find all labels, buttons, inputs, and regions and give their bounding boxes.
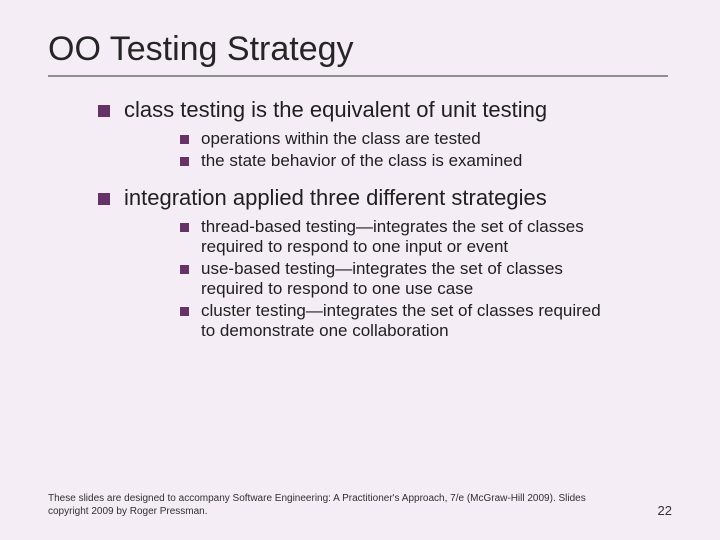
title-underline [48,75,668,77]
bullet-level2: cluster testing—integrates the set of cl… [180,301,610,341]
slide-title: OO Testing Strategy [48,30,672,73]
square-bullet-icon [180,223,189,232]
bullet-text: cluster testing—integrates the set of cl… [201,301,610,341]
bullet-text: operations within the class are tested [201,129,481,149]
bullet-text: the state behavior of the class is exami… [201,151,522,171]
slide-container: OO Testing Strategy class testing is the… [0,0,720,540]
bullet-level2: operations within the class are tested [180,129,672,149]
bullet-level1: class testing is the equivalent of unit … [98,97,672,123]
square-bullet-icon [98,105,110,117]
page-number: 22 [658,503,672,518]
square-bullet-icon [98,193,110,205]
square-bullet-icon [180,135,189,144]
footer-text: These slides are designed to accompany S… [48,493,598,518]
bullet-text: class testing is the equivalent of unit … [124,97,547,123]
bullet-text: thread-based testing—integrates the set … [201,217,610,257]
bullet-level2: use-based testing—integrates the set of … [180,259,610,299]
square-bullet-icon [180,157,189,166]
bullet-text: use-based testing—integrates the set of … [201,259,610,299]
square-bullet-icon [180,307,189,316]
bullet-level1: integration applied three different stra… [98,185,672,211]
bullet-level2: the state behavior of the class is exami… [180,151,672,171]
square-bullet-icon [180,265,189,274]
bullet-text: integration applied three different stra… [124,185,547,211]
bullet-level2: thread-based testing—integrates the set … [180,217,610,257]
